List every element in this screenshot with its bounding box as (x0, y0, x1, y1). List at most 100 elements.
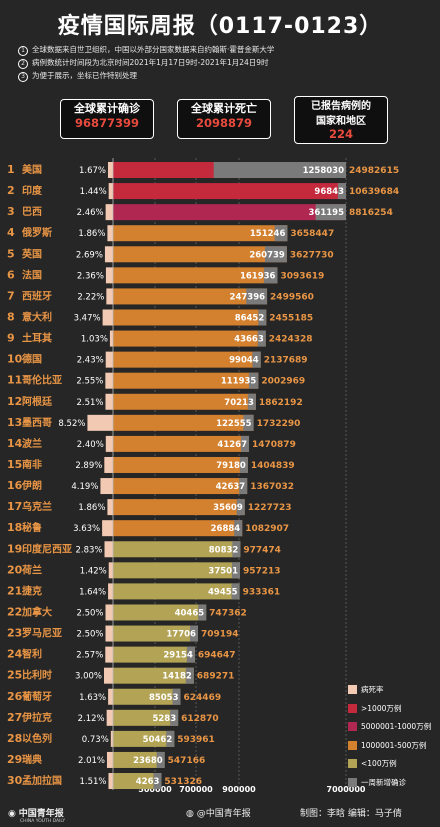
cumulative-label: 624469 (184, 693, 222, 703)
weekly-new-label: 41267 (217, 440, 247, 450)
weekly-new-bar (186, 646, 195, 663)
cumulative-bar (113, 625, 198, 642)
cumulative-bar (113, 330, 266, 347)
weekly-new-label: 96843 (314, 187, 344, 197)
country-label: 乌克兰 (22, 500, 52, 513)
weekly-new-label: 17706 (166, 630, 196, 640)
death-rate-bar (105, 351, 113, 368)
death-rate-bar (106, 288, 113, 305)
weekly-new-bar (257, 330, 266, 347)
death-rate-bar (107, 162, 113, 178)
cumulative-label: 2424328 (269, 335, 313, 345)
rank-label: 6 (7, 268, 15, 281)
legend-swatch (348, 722, 357, 731)
death-rate-label: 2.69% (76, 250, 103, 260)
rank-label: 2 (7, 184, 15, 197)
global-cases-value: 96877399 (74, 116, 139, 130)
legend-label: 一周新增确诊 (361, 777, 406, 787)
weekly-new-bar (239, 478, 248, 495)
weekly-new-bar (198, 604, 207, 621)
rank-label: 20 (7, 563, 23, 576)
rank-label: 16 (7, 479, 23, 492)
weekly-new-label: 4263 (136, 777, 160, 787)
weekly-new-label: 50462 (143, 735, 173, 745)
weekly-new-bar (185, 667, 194, 684)
cumulative-bar (113, 435, 250, 452)
death-rate-bar (105, 372, 113, 389)
death-rate-bar (106, 709, 113, 726)
cumulative-label: 689271 (197, 672, 235, 682)
cumulative-bar (113, 183, 346, 200)
weekly-new-label: 26884 (211, 524, 241, 534)
death-rate-label: 2.36% (77, 271, 104, 281)
weekly-new-bar (248, 372, 259, 389)
cumulative-label: 612870 (181, 714, 219, 724)
legend-label: >1000万例 (361, 703, 402, 713)
rank-label: 15 (7, 458, 22, 471)
country-label: 以色列 (22, 732, 52, 745)
weekly-new-label: 85053 (149, 693, 179, 703)
cumulative-label: 1732290 (257, 419, 301, 429)
note-2: 2 病例数统计时间段为北京时间2021年1月17日9时-2021年1月24日9时 (18, 57, 269, 69)
cumulative-label: 694647 (198, 651, 236, 661)
death-rate-label: 1.64% (79, 587, 106, 597)
death-rate-bar (106, 751, 113, 768)
country-label: 罗马尼亚 (22, 628, 62, 640)
cumulative-bar (113, 604, 207, 621)
footer-credits: 制图：李晗 编辑：马子倩 (300, 809, 402, 819)
countries-value: 224 (328, 127, 353, 141)
legend-label: 1000001-500万例 (361, 740, 427, 750)
country-label: 印度尼西亚 (22, 542, 72, 555)
cumulative-label: 593961 (177, 735, 215, 745)
country-label: 美国 (22, 163, 42, 176)
weekly-new-label: 5283 (152, 714, 176, 724)
weekly-new-label: 35609 (213, 503, 243, 513)
rank-label: 14 (7, 437, 23, 450)
weekly-new-bar (232, 541, 241, 558)
weekly-new-label: 151246 (250, 229, 286, 239)
country-label: 葡萄牙 (21, 690, 52, 703)
death-rate-bar (105, 646, 113, 663)
death-rate-bar (105, 267, 113, 284)
death-rate-label: 2.43% (77, 356, 104, 366)
cumulative-label: 2137689 (264, 356, 308, 366)
countries-label-2: 国家和地区 (316, 116, 366, 127)
cumulative-bar (113, 499, 245, 516)
country-label: 伊朗 (21, 479, 42, 492)
death-rate-bar (104, 456, 113, 473)
weekly-new-label: 247396 (230, 292, 266, 302)
legend-item: 1000001-500万例 (348, 740, 426, 751)
legend-label: 病死率 (361, 685, 384, 694)
legend-swatch (348, 703, 357, 713)
death-rate-label: 1.42% (80, 566, 107, 576)
cumulative-bar (113, 688, 181, 705)
country-label: 墨西哥 (22, 417, 52, 429)
logo-icon: ◉ (8, 809, 16, 819)
cumulative-label: 709194 (201, 630, 239, 640)
death-rate-label: 2.51% (76, 398, 103, 408)
global-cases-box: 全球累计确诊 96877399 (60, 99, 154, 139)
cumulative-bar (113, 267, 278, 284)
weekly-new-label: 70213 (224, 398, 254, 408)
global-deaths-label: 全球累计死亡 (191, 102, 257, 115)
rank-label: 8 (7, 310, 15, 323)
country-label: 哥伦比亚 (22, 374, 62, 387)
cumulative-label: 2455185 (269, 313, 313, 323)
rank-label: 12 (7, 395, 22, 408)
rank-label: 24 (7, 648, 23, 661)
weekly-new-bar (239, 456, 248, 473)
weekly-new-bar (263, 267, 278, 284)
legend-swatch (348, 685, 357, 694)
death-rate-bar (105, 625, 113, 642)
cumulative-bar (113, 520, 243, 537)
rank-label: 7 (7, 289, 15, 302)
rank-label: 23 (7, 627, 22, 640)
cumulative-bar (113, 730, 175, 747)
country-label: 英国 (21, 247, 42, 260)
weibo-icon: ◍ (186, 809, 194, 819)
cumulative-label: 933361 (243, 587, 281, 597)
country-label: 波兰 (22, 437, 42, 450)
death-rate-bar (108, 562, 113, 579)
cumulative-label: 747362 (209, 608, 247, 618)
death-rate-bar (110, 730, 113, 747)
